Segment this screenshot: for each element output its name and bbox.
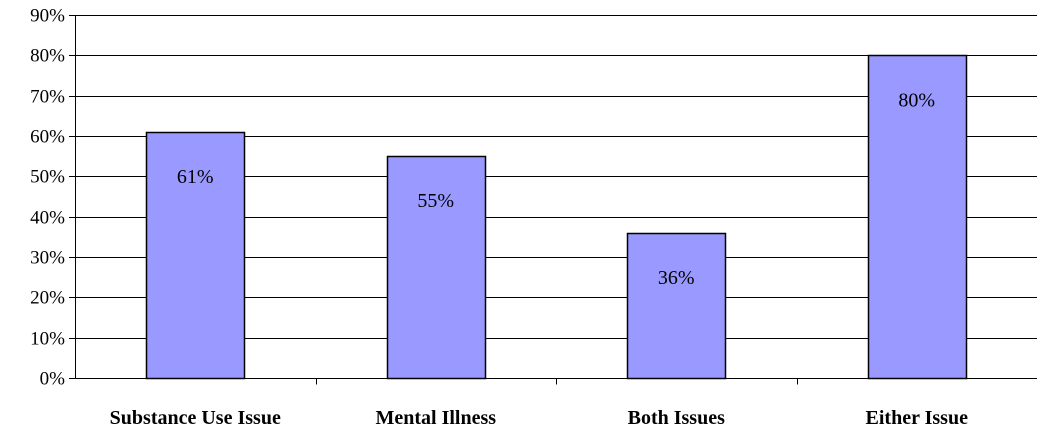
data-label: 80% xyxy=(898,89,935,111)
y-tick-label: 90% xyxy=(30,6,65,27)
x-axis: Substance Use Issue Mental Illness Both Is… xyxy=(75,378,1037,429)
data-label: 55% xyxy=(417,190,454,212)
y-tick-label: 50% xyxy=(30,167,65,188)
x-tick-label: Both Issues xyxy=(628,407,725,429)
y-tick-label: 40% xyxy=(30,208,65,229)
y-tick-label: 0% xyxy=(40,369,66,390)
x-tick-label: Mental Illness xyxy=(375,407,496,429)
y-tick-label: 80% xyxy=(30,46,65,67)
y-tick-label: 30% xyxy=(30,248,65,269)
y-tick-label: 20% xyxy=(30,288,65,309)
bar xyxy=(626,232,727,380)
bar xyxy=(145,131,246,380)
x-tick-label: Substance Use Issue xyxy=(110,407,281,429)
y-axis: 0% 10% 20% 30% 40% 50% 60% 70% 80% 90% xyxy=(30,6,76,390)
bars xyxy=(145,54,968,380)
data-label: 61% xyxy=(177,166,214,188)
y-tick-label: 70% xyxy=(30,87,65,108)
data-labels: 61% 55% 36% 80% xyxy=(177,89,935,288)
y-tick-label: 10% xyxy=(30,329,65,350)
y-tick-label: 60% xyxy=(30,127,65,148)
data-label: 36% xyxy=(658,267,695,289)
x-tick-label: Either Issue xyxy=(866,407,969,429)
